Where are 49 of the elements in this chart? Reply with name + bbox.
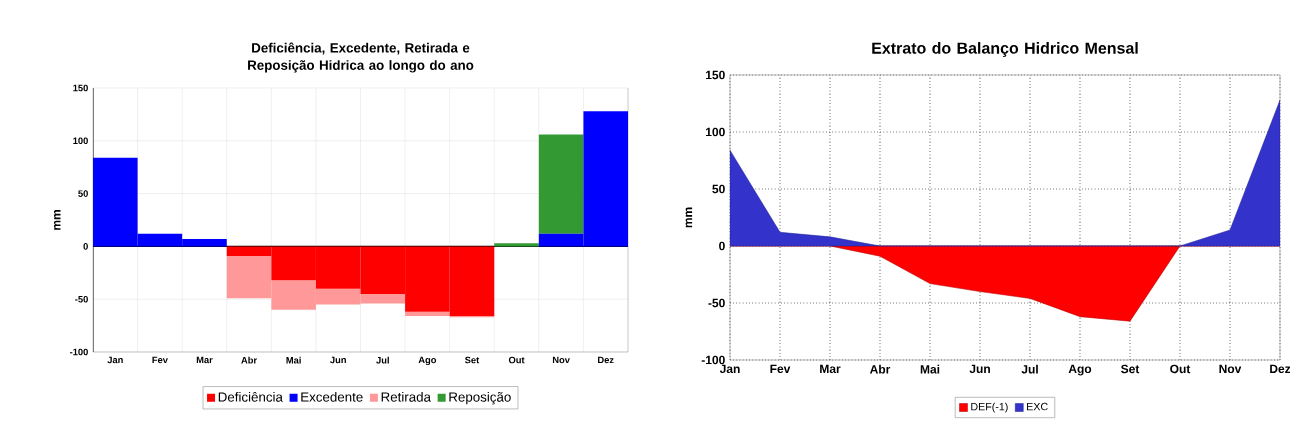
bar — [494, 243, 539, 247]
bar — [405, 311, 450, 317]
y-tick-label: -100 — [701, 355, 725, 365]
x-tick-label: Jun — [330, 356, 346, 364]
x-tick-label: Set — [1121, 364, 1140, 374]
legend-label: EXC — [1027, 402, 1048, 411]
y-tick-label: -50 — [708, 298, 725, 308]
x-tick-label: Jul — [376, 356, 389, 364]
legend-label: Retirada — [381, 391, 431, 402]
x-tick-label: Ago — [1068, 364, 1092, 376]
x-tick-label: Jan — [107, 356, 123, 364]
x-tick-label: Nov — [552, 356, 570, 364]
chart-title: Extrato do Balanço Hidrico Mensal — [872, 42, 1138, 57]
y-tick-label: 50 — [78, 190, 88, 197]
legend-label: DEF(-1) — [971, 402, 1008, 413]
y-tick-label: 0 — [83, 243, 88, 250]
x-tick-label: Mar — [820, 364, 841, 374]
x-tick-label: Ago — [418, 356, 437, 366]
x-tick-label: Jul — [1021, 364, 1038, 374]
x-tick-label: Dez — [1270, 364, 1290, 374]
y-tick-label: 50 — [712, 184, 725, 194]
y-tick-label: 150 — [706, 70, 725, 80]
y-tick-label: 100 — [73, 137, 88, 145]
x-tick-label: Dez — [598, 356, 614, 364]
y-tick-label: -100 — [69, 348, 88, 356]
x-tick-label: Set — [464, 356, 480, 364]
legend-label: Deficiência — [218, 391, 283, 402]
x-tick-label: Mai — [920, 364, 940, 374]
x-tick-label: Mar — [196, 356, 213, 364]
y-tick-label: 100 — [706, 127, 725, 137]
x-tick-label: Jan — [719, 364, 740, 374]
x-tick-label: Nov — [1219, 364, 1242, 374]
bar — [538, 134, 584, 234]
x-tick-label: Mai — [286, 356, 301, 364]
chart-title: Deficiência, Excedente, Retirada e Reposição Hidrica ao longo do ano — [248, 42, 474, 73]
x-tick-label: Out — [1170, 364, 1191, 374]
legend-label: Excedente — [301, 391, 363, 402]
x-tick-label: Jun — [969, 364, 990, 374]
y-tick-label: 150 — [73, 84, 88, 92]
x-tick-label: Abr — [241, 356, 257, 364]
legend-label: Reposição — [449, 391, 511, 405]
y-tick-label: -50 — [75, 295, 88, 303]
y-axis-title: mm — [685, 207, 693, 228]
x-tick-label: Fev — [770, 364, 791, 374]
y-axis-title: mm — [54, 210, 61, 230]
x-tick-label: Abr — [869, 364, 891, 374]
y-tick-label: 0 — [719, 241, 725, 251]
x-tick-label: Fev — [152, 356, 168, 364]
x-tick-label: Out — [508, 356, 525, 364]
